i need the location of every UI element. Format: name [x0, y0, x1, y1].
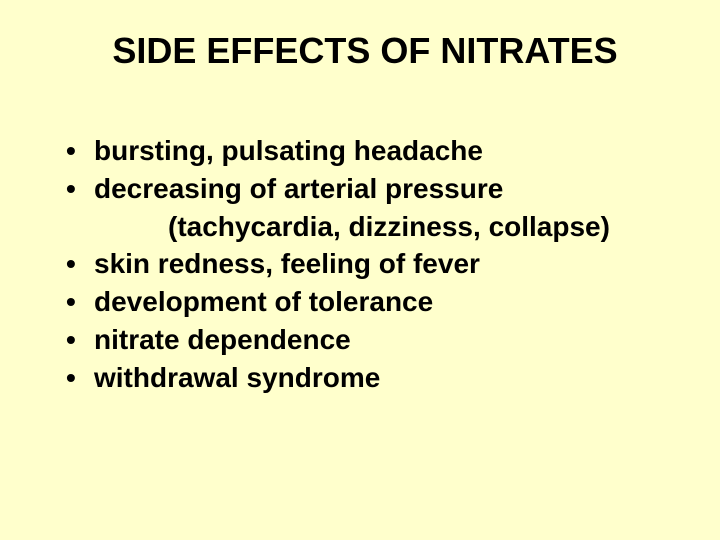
bullet-text: withdrawal syndrome: [94, 362, 380, 393]
list-item: nitrate dependence: [60, 321, 670, 359]
list-item: skin redness, feeling of fever: [60, 245, 670, 283]
list-item: withdrawal syndrome: [60, 359, 670, 397]
bullet-text: skin redness, feeling of fever: [94, 248, 480, 279]
list-item: bursting, pulsating headache: [60, 132, 670, 170]
bullet-subtext: (tachycardia, dizziness, collapse): [168, 208, 670, 246]
slide: SIDE EFFECTS OF NITRATES bursting, pulsa…: [0, 0, 720, 540]
bullet-text: decreasing of arterial pressure: [94, 173, 503, 204]
slide-title: SIDE EFFECTS OF NITRATES: [60, 30, 670, 72]
bullet-text: development of tolerance: [94, 286, 433, 317]
bullet-text: bursting, pulsating headache: [94, 135, 483, 166]
list-item: development of tolerance: [60, 283, 670, 321]
list-item: decreasing of arterial pressure (tachyca…: [60, 170, 670, 246]
bullet-list: bursting, pulsating headache decreasing …: [60, 132, 670, 397]
bullet-text: nitrate dependence: [94, 324, 351, 355]
